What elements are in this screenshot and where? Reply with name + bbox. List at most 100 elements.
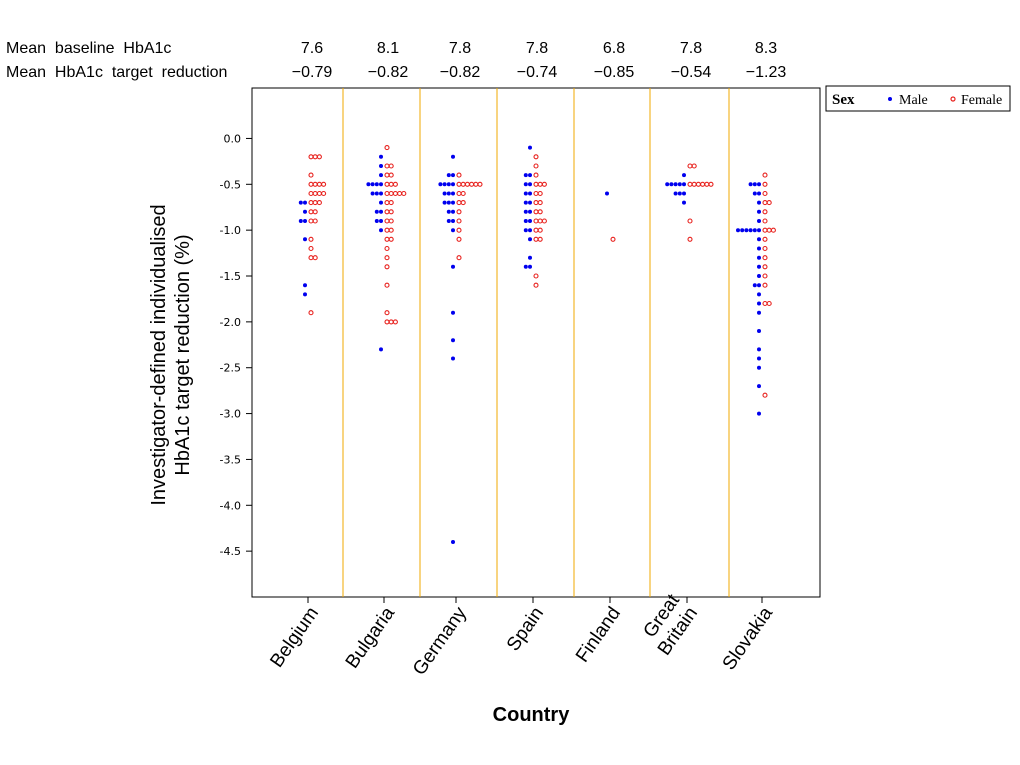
male-point-belgium	[298, 219, 303, 223]
male-point-slovakia	[757, 255, 761, 260]
female-point-germany	[456, 218, 462, 224]
male-point-germany	[446, 191, 451, 196]
male-point-bulgaria	[374, 209, 379, 214]
male-point-great-britain	[682, 200, 686, 205]
female-point-slovakia	[762, 392, 768, 398]
female-point-slovakia	[766, 200, 772, 206]
female-point-bulgaria	[388, 190, 394, 197]
y-tick-label: -4.0	[220, 499, 241, 512]
female-point-slovakia	[762, 273, 768, 279]
male-point-spain	[528, 237, 532, 242]
female-point-bulgaria	[384, 163, 390, 169]
male-point-great-britain	[682, 182, 686, 187]
reduction-value-great-britain: −0.54	[671, 64, 712, 81]
male-point-germany	[451, 338, 455, 343]
male-point-spain	[528, 191, 532, 196]
male-point-slovakia	[757, 329, 761, 333]
female-point-germany	[456, 236, 462, 242]
female-point-great-britain	[691, 181, 697, 187]
legend-female-label: Female	[961, 93, 1002, 108]
female-point-bulgaria	[384, 209, 390, 215]
female-point-bulgaria	[388, 181, 394, 187]
female-point-bulgaria	[388, 209, 394, 215]
plot-frame	[251, 87, 821, 598]
male-point-great-britain	[673, 191, 678, 196]
male-point-germany	[451, 154, 455, 159]
female-point-belgium	[308, 236, 314, 242]
female-point-belgium	[312, 255, 318, 261]
male-point-spain	[528, 200, 532, 205]
male-point-spain	[528, 228, 532, 233]
male-point-slovakia	[748, 228, 753, 233]
female-point-great-britain	[691, 163, 697, 169]
female-point-belgium	[308, 181, 314, 187]
reduction-value-spain: −0.74	[517, 64, 558, 81]
male-point-germany	[451, 209, 455, 214]
baseline-value-finland: 6.8	[603, 40, 625, 57]
male-point-slovakia	[757, 365, 761, 370]
male-point-germany	[451, 200, 455, 205]
y-axis-title-line1: Investigator-defined individualised	[148, 204, 170, 505]
female-point-spain	[533, 190, 539, 197]
female-point-germany	[469, 181, 475, 187]
female-point-bulgaria	[384, 218, 390, 224]
baseline-value-germany: 7.8	[449, 40, 471, 57]
female-point-great-britain	[687, 236, 693, 242]
reduction-value-belgium: −0.79	[292, 64, 333, 81]
male-point-bulgaria	[370, 182, 375, 187]
male-point-slovakia	[740, 228, 745, 233]
y-tick-label: -0.5	[220, 178, 241, 191]
male-point-great-britain	[669, 182, 674, 187]
legend-male-marker	[888, 97, 892, 101]
male-point-germany	[451, 228, 455, 233]
male-point-germany	[451, 310, 455, 315]
male-point-slovakia	[757, 292, 761, 297]
female-point-belgium	[308, 245, 314, 252]
category-label-text: Belgium	[266, 603, 323, 671]
female-point-slovakia	[766, 300, 772, 307]
male-point-germany	[446, 209, 451, 214]
male-point-spain	[523, 182, 528, 187]
female-point-slovakia	[762, 227, 768, 233]
female-point-spain	[533, 282, 539, 288]
male-point-great-britain	[665, 182, 670, 187]
female-point-spain	[533, 200, 539, 206]
category-label-text: Slovakia	[719, 603, 778, 674]
female-point-bulgaria	[392, 181, 398, 187]
male-point-slovakia	[757, 191, 761, 196]
male-point-slovakia	[736, 228, 740, 233]
male-point-germany	[451, 173, 455, 178]
male-point-germany	[451, 182, 455, 187]
baseline-value-belgium: 7.6	[301, 40, 323, 57]
male-point-germany	[446, 173, 451, 178]
male-point-slovakia	[757, 200, 761, 205]
female-point-bulgaria	[388, 200, 394, 206]
baseline-value-spain: 7.8	[526, 40, 548, 57]
y-axis-title-line2: HbA1c target reduction (%)	[172, 234, 194, 475]
female-point-belgium	[316, 190, 322, 197]
female-point-slovakia	[762, 209, 768, 215]
female-point-belgium	[308, 154, 314, 160]
female-point-belgium	[308, 255, 314, 261]
y-tick-label: -2.5	[220, 362, 241, 375]
male-point-great-britain	[677, 182, 682, 187]
female-point-belgium	[312, 190, 318, 197]
female-point-great-britain	[704, 181, 710, 187]
male-point-bulgaria	[366, 182, 371, 187]
female-point-slovakia	[762, 190, 768, 197]
male-point-slovakia	[757, 347, 761, 352]
female-point-germany	[460, 190, 466, 197]
male-point-bulgaria	[374, 219, 379, 223]
female-point-bulgaria	[384, 236, 390, 242]
category-label-finland: Finland	[572, 603, 625, 666]
female-point-spain	[533, 154, 539, 160]
category-label-text: Finland	[572, 603, 625, 666]
female-point-bulgaria	[388, 163, 394, 169]
female-point-belgium	[312, 154, 318, 160]
female-point-spain	[533, 181, 539, 187]
y-tick-label: -3.0	[220, 408, 241, 421]
male-point-slovakia	[757, 264, 761, 269]
male-point-slovakia	[757, 219, 761, 223]
male-point-germany	[446, 219, 451, 223]
female-point-slovakia	[762, 218, 768, 224]
